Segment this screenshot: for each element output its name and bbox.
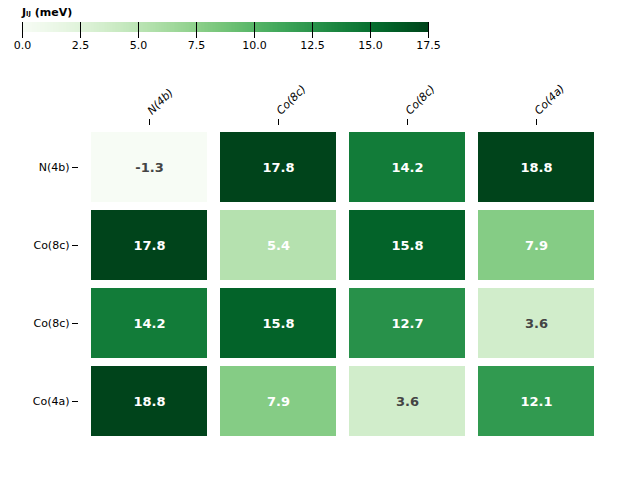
svg-text:15.8: 15.8 xyxy=(391,238,423,253)
svg-text:17.8: 17.8 xyxy=(133,238,165,253)
svg-text:Jᵢⱼ (meV): Jᵢⱼ (meV) xyxy=(21,6,72,19)
svg-text:17.5: 17.5 xyxy=(416,39,441,52)
svg-text:18.8: 18.8 xyxy=(133,394,165,409)
svg-text:10.0: 10.0 xyxy=(242,39,267,52)
svg-text:3.6: 3.6 xyxy=(396,394,419,409)
svg-text:14.2: 14.2 xyxy=(133,316,165,331)
svg-text:2.5: 2.5 xyxy=(72,39,90,52)
svg-text:Co(8c): Co(8c) xyxy=(33,317,69,330)
svg-text:12.1: 12.1 xyxy=(520,394,552,409)
svg-text:7.5: 7.5 xyxy=(188,39,206,52)
svg-text:18.8: 18.8 xyxy=(520,160,552,175)
svg-text:7.9: 7.9 xyxy=(267,394,290,409)
svg-text:5.4: 5.4 xyxy=(267,238,290,253)
svg-text:7.9: 7.9 xyxy=(525,238,548,253)
svg-text:-1.3: -1.3 xyxy=(135,160,163,175)
svg-text:12.7: 12.7 xyxy=(391,316,423,331)
svg-text:Co(4a): Co(4a) xyxy=(532,82,567,117)
svg-text:14.2: 14.2 xyxy=(391,160,423,175)
svg-text:Co(8c): Co(8c) xyxy=(274,83,309,118)
svg-text:3.6: 3.6 xyxy=(525,316,548,331)
svg-text:Co(8c): Co(8c) xyxy=(403,83,438,118)
svg-text:5.0: 5.0 xyxy=(130,39,148,52)
svg-text:N(4b): N(4b) xyxy=(39,161,70,174)
svg-text:15.0: 15.0 xyxy=(358,39,383,52)
svg-text:0.0: 0.0 xyxy=(14,39,32,52)
svg-text:17.8: 17.8 xyxy=(262,160,294,175)
svg-text:12.5: 12.5 xyxy=(300,39,325,52)
svg-text:Co(8c): Co(8c) xyxy=(33,239,69,252)
svg-text:N(4b): N(4b) xyxy=(145,86,176,117)
svg-text:15.8: 15.8 xyxy=(262,316,294,331)
svg-text:Co(4a): Co(4a) xyxy=(33,395,70,408)
